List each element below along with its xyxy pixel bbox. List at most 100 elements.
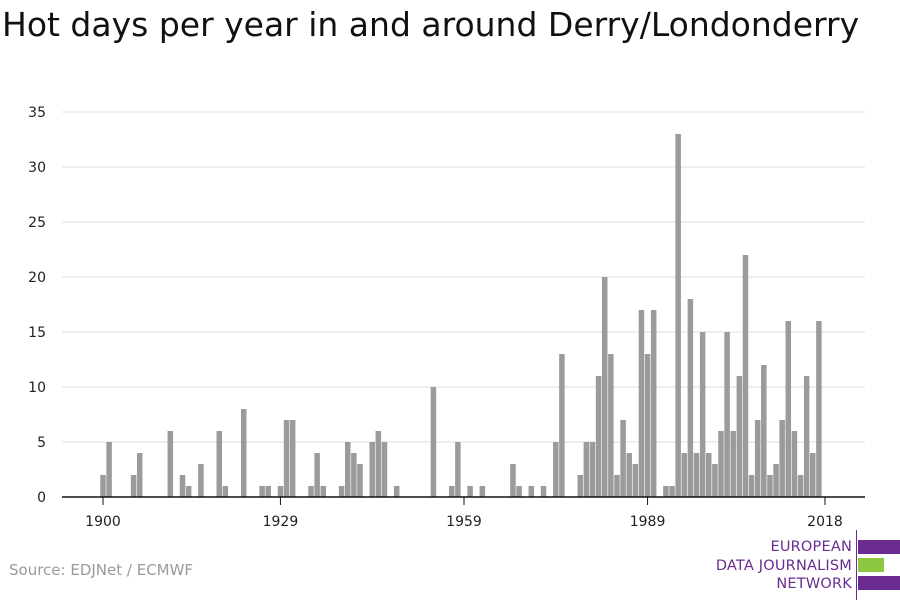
bar-1923: [240, 409, 247, 497]
bar-2016: [810, 453, 816, 497]
bar-1941: [351, 453, 357, 497]
bar-1901: [106, 442, 112, 497]
bar-1997: [693, 453, 700, 497]
logo-bar-top: [858, 540, 900, 554]
bar-2009: [767, 475, 773, 497]
bar-1968: [516, 486, 522, 497]
x-tick-label: 1900: [85, 514, 121, 530]
y-tick-label: 30: [28, 160, 46, 176]
bar-1927: [265, 486, 271, 497]
bar-1983: [608, 354, 614, 497]
bar-1926: [259, 486, 265, 497]
bar-1905: [130, 475, 137, 497]
bar-1970: [528, 486, 535, 497]
bar-2014: [797, 475, 804, 497]
bar-2003: [730, 431, 736, 497]
bar-1962: [479, 486, 486, 497]
bar-1967: [510, 464, 516, 497]
bar-1978: [577, 475, 584, 497]
bar-1945: [375, 431, 382, 497]
bar-2004: [736, 376, 743, 497]
bar-1988: [638, 310, 645, 497]
bar-2010: [773, 464, 779, 497]
bar-2017: [816, 321, 822, 497]
bar-1936: [320, 486, 327, 497]
y-tick-label: 5: [37, 435, 46, 451]
y-axis-tick-labels: 0 5 10 15 20 25 30 35: [28, 105, 46, 506]
bar-1900: [100, 475, 106, 497]
logo-line-3: NETWORK: [776, 576, 852, 592]
bar-1993: [669, 486, 675, 497]
y-tick-label: 25: [28, 215, 46, 231]
bar-1939: [338, 486, 345, 497]
bar-1974: [553, 442, 559, 497]
bar-1990: [650, 310, 657, 497]
logo-wordmark: EUROPEAN DATA JOURNALISM NETWORK: [716, 538, 852, 594]
bar-1929: [277, 486, 284, 497]
bar-1985: [620, 420, 626, 497]
bars: [100, 134, 822, 497]
bar-2012: [785, 321, 792, 497]
bar-1906: [136, 453, 143, 497]
bar-1984: [614, 475, 620, 497]
bar-1935: [314, 453, 320, 497]
bar-1987: [632, 464, 639, 497]
bar-2006: [748, 475, 755, 497]
bar-1998: [699, 332, 706, 497]
bar-1911: [167, 431, 174, 497]
logo-bar-middle: [858, 558, 884, 572]
bar-1979: [583, 442, 590, 497]
y-tick-label: 35: [28, 105, 46, 121]
logo-line-2: DATA JOURNALISM: [715, 557, 852, 574]
bar-1919: [216, 431, 223, 497]
bar-2011: [779, 420, 785, 497]
bar-1954: [430, 387, 437, 497]
x-tick-label: 1959: [446, 514, 482, 530]
bar-1942: [357, 464, 363, 497]
source-note: Source: EDJNet / ECMWF: [9, 561, 194, 579]
logo-bar-bottom: [858, 576, 900, 590]
bar-2008: [761, 365, 767, 497]
bar-1914: [185, 486, 192, 497]
bar-1989: [644, 354, 651, 497]
edjnet-logo[interactable]: EUROPEAN DATA JOURNALISM NETWORK: [700, 530, 900, 600]
bar-2013: [791, 431, 798, 497]
bar-1992: [663, 486, 669, 497]
bar-1996: [687, 299, 694, 497]
bar-chart: 0 5 10 15 20 25 30 35 1900 1929 1959 1989 2018: [28, 105, 865, 530]
bar-2015: [803, 376, 810, 497]
bar-1957: [449, 486, 455, 497]
logo-line-1: EUROPEAN: [770, 539, 852, 555]
y-tick-label: 15: [28, 325, 46, 341]
x-axis: [62, 496, 865, 505]
bar-1986: [626, 453, 632, 497]
bar-2002: [724, 332, 730, 497]
chart-title: Hot days per year in and around Derry/Lo…: [2, 5, 860, 44]
bar-2005: [742, 255, 749, 497]
y-tick-label: 10: [28, 380, 46, 396]
bar-1934: [308, 486, 314, 497]
bar-1948: [393, 486, 400, 497]
bar-2007: [754, 420, 761, 497]
bar-1944: [369, 442, 375, 497]
bar-1958: [455, 442, 461, 497]
bar-1940: [344, 442, 351, 497]
bar-1980: [589, 442, 596, 497]
bar-1946: [381, 442, 388, 497]
bar-1930: [283, 420, 290, 497]
y-tick-label: 20: [28, 270, 46, 286]
bar-1999: [705, 453, 712, 497]
gridlines: [62, 111, 865, 443]
bar-1981: [595, 376, 602, 497]
bar-1972: [540, 486, 547, 497]
bar-1982: [601, 277, 608, 497]
bar-2000: [712, 464, 718, 497]
bar-1995: [681, 453, 688, 497]
bar-2001: [718, 431, 724, 497]
x-axis-tick-labels: 1900 1929 1959 1989 2018: [85, 514, 843, 530]
x-tick-label: 2018: [807, 514, 843, 530]
bar-1994: [675, 134, 681, 497]
logo-divider: [856, 530, 857, 600]
x-tick-label: 1989: [630, 514, 666, 530]
bar-1920: [222, 486, 229, 497]
